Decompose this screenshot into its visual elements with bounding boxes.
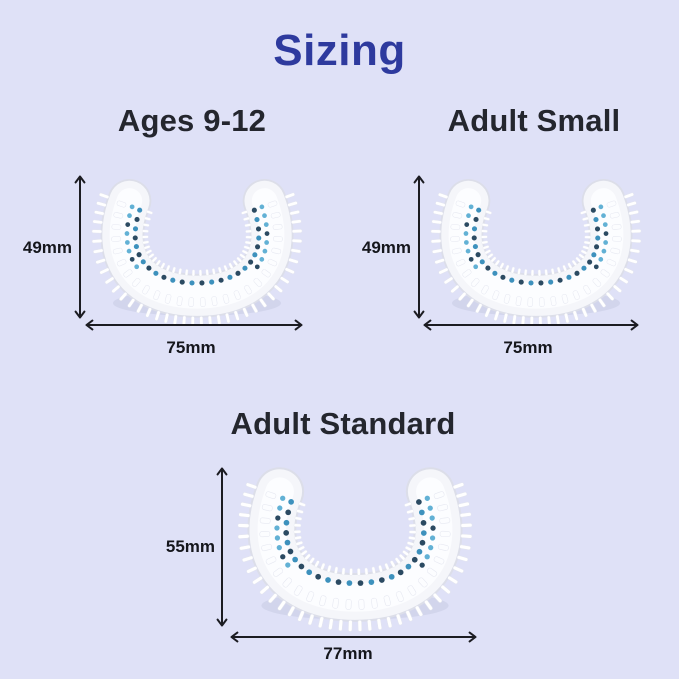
size-heading-adult-standard: Adult Standard: [230, 406, 456, 441]
width-dimension-label: 75mm: [166, 338, 216, 357]
toothbrush-mouthpiece-illustration: [91, 178, 303, 327]
page-title: Sizing: [273, 26, 406, 75]
vertical-dimension-arrow: [74, 175, 86, 319]
horizontal-dimension-arrow: [423, 319, 639, 331]
size-heading-adult-small: Adult Small: [447, 103, 621, 138]
horizontal-dimension-arrow: [85, 319, 303, 331]
toothbrush-mouthpiece-illustration: [430, 178, 642, 327]
height-dimension-label: 49mm: [361, 238, 411, 257]
height-dimension-label: 49mm: [22, 238, 72, 257]
size-heading-ages-9-12: Ages 9-12: [117, 103, 267, 138]
horizontal-dimension-arrow: [230, 631, 477, 643]
vertical-dimension-arrow: [413, 175, 425, 319]
toothbrush-mouthpiece-illustration: [237, 467, 473, 632]
width-dimension-label: 77mm: [323, 644, 373, 663]
width-dimension-label: 75mm: [503, 338, 553, 357]
height-dimension-label: 55mm: [165, 537, 215, 556]
vertical-dimension-arrow: [216, 467, 228, 627]
